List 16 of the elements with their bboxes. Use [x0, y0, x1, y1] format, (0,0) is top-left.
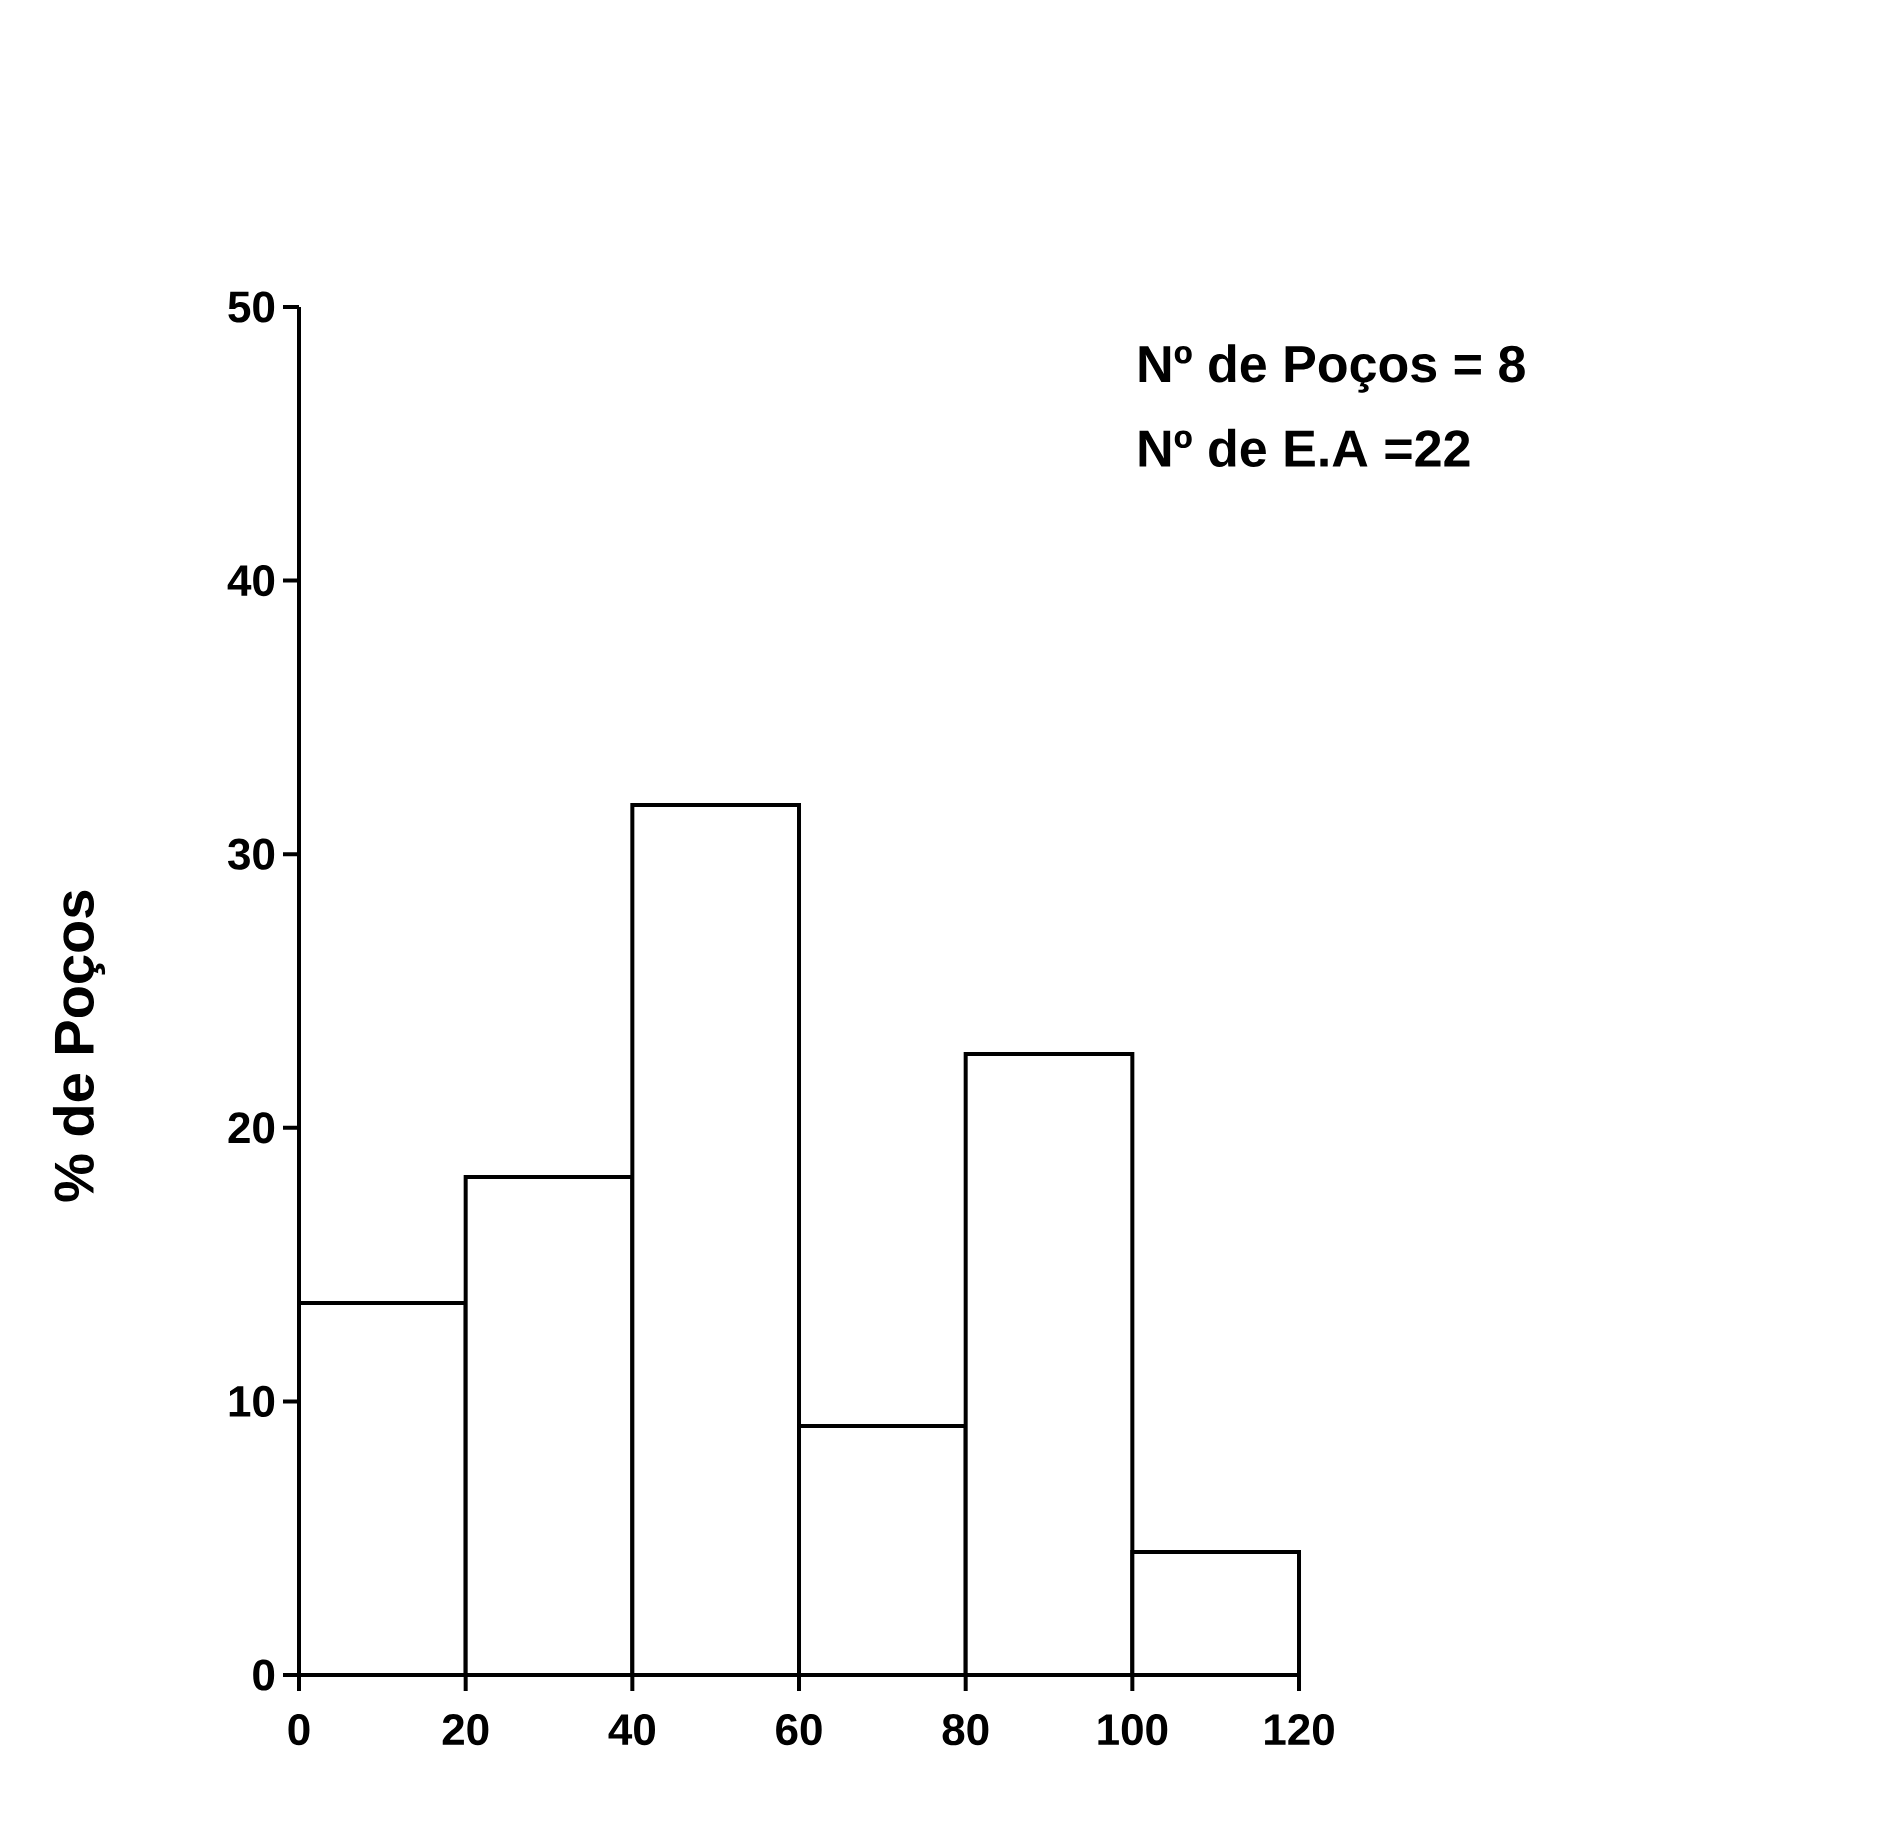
y-tick-label: 10 [229, 1385, 275, 1417]
y-tick-label: 30 [228, 838, 275, 870]
x-tick-label: 20 [442, 1714, 489, 1746]
y-axis-title: % de Poços [52, 890, 106, 1202]
y-tick-label: 40 [227, 565, 275, 597]
y-tick-label: 0 [253, 1659, 275, 1691]
y-tick-label: 50 [228, 291, 275, 323]
x-tick-label: 80 [942, 1714, 989, 1746]
x-tick-label: 60 [776, 1714, 822, 1746]
x-tick-label: 0 [288, 1714, 310, 1746]
x-tick-label: 120 [1265, 1714, 1334, 1746]
x-tick-label: 40 [608, 1714, 656, 1746]
y-tick-label: 20 [228, 1112, 275, 1144]
x-tick-label: 100 [1098, 1714, 1168, 1746]
annotation: Nº de E.A =22 [1139, 428, 1470, 467]
annotation: Nº de Poços = 8 [1139, 344, 1525, 393]
